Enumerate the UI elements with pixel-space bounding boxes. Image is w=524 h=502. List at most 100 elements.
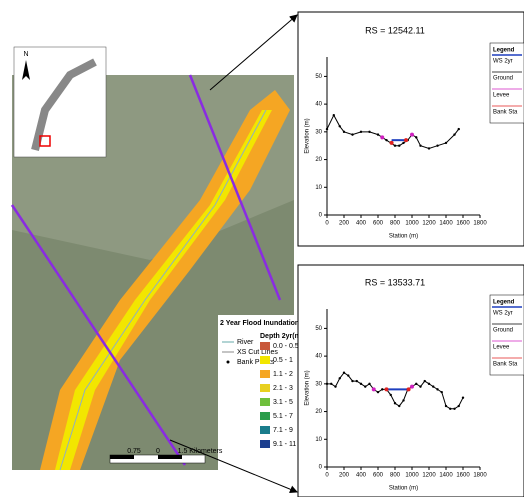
point [368,382,371,386]
point [402,141,405,145]
y-tick-label: 10 [315,437,322,443]
point [427,147,431,150]
point [436,388,439,391]
scale-label: 0.75 [127,448,141,455]
panel [297,264,524,498]
depth-swatch [260,370,270,378]
panel [297,11,524,247]
x-tick-label: 1800 [473,221,487,227]
point [423,379,426,383]
north-label: N [23,51,28,58]
legend-label: Bank Sta [493,110,518,116]
y-axis-label: Elevation (m) [305,370,311,405]
point [332,114,335,117]
point [432,385,435,388]
point [457,404,460,408]
y-tick-label: 0 [319,465,323,471]
legend-title: Legend [493,300,515,306]
x-axis-label: Station (m) [389,486,418,492]
point [461,396,465,399]
point [444,404,448,408]
legend-box [489,294,524,376]
depth-swatch [260,342,270,350]
point [419,385,422,388]
point [398,144,401,147]
point [406,387,411,392]
point [389,140,394,145]
x-tick-label: 400 [356,473,367,479]
y-tick-label: 40 [315,102,322,108]
depth-swatch [260,384,270,392]
x-axis-label: Station (m) [389,234,418,240]
depth-swatch [260,356,270,364]
y-tick-label: 30 [315,381,322,387]
point [325,127,329,131]
depth-swatch [260,440,270,448]
depth-swatch [260,398,270,406]
callout-arrow [209,14,298,91]
point [453,133,456,136]
x-tick-label: 1600 [456,473,470,479]
xs-line [188,74,282,301]
depth-swatch [260,426,270,434]
x-tick-label: 1400 [439,221,453,227]
legend-title: Legend [493,48,515,54]
point [381,388,384,391]
point [449,407,452,410]
inset-extent [39,135,51,147]
depth-label: 1.1 - 2 [273,371,293,378]
point [457,127,460,131]
y-tick-label: 40 [315,354,322,360]
depth-label: 7.1 - 9 [273,427,293,434]
point [444,141,448,145]
depth-label: 5.1 - 7 [273,413,293,420]
y-tick-label: 50 [315,74,322,80]
point [415,382,418,386]
legend-label: WS 2yr [493,311,513,317]
depth-swatch [260,412,270,420]
point [355,379,358,383]
point [380,135,385,140]
x-tick-label: 0 [325,473,329,479]
x-tick-label: 600 [373,221,384,227]
point [359,382,363,386]
x-tick-label: 0 [325,221,329,227]
point [384,387,389,392]
legend-item: XS Cut Lines [237,349,278,356]
legend-label: Ground [493,328,513,334]
point [402,399,405,402]
x-tick-label: 1000 [405,473,419,479]
depth-label: 0.0 - 0.5 [273,343,299,350]
point [342,130,346,134]
callout-arrow [169,439,298,494]
inset-river [31,58,97,151]
legend-item: Bank Points [237,359,275,366]
point [334,385,337,388]
legend-label: Levee [493,93,510,99]
point [376,133,380,136]
point [404,138,409,143]
point [338,377,341,380]
chart-title: RS = 13533.71 [365,277,425,287]
y-tick-label: 50 [315,326,322,332]
point [410,384,414,389]
x-tick-label: 800 [390,473,401,479]
point [330,382,333,386]
depth-title: Depth 2yr(m) [260,333,303,340]
depth-label: 3.1 - 5 [273,399,293,406]
depth-label: 2.1 - 3 [273,385,293,392]
point [351,379,354,383]
y-axis-label: Elevation (m) [305,118,311,153]
y-tick-label: 30 [315,129,322,135]
point [364,385,367,388]
xs-line [10,204,187,466]
x-tick-label: 1400 [439,473,453,479]
point [371,387,376,392]
point [393,144,397,147]
y-tick-label: 10 [315,185,322,191]
x-tick-label: 600 [373,473,384,479]
legend-box [489,42,524,124]
x-tick-label: 1200 [422,473,436,479]
north-arrow [22,60,30,80]
